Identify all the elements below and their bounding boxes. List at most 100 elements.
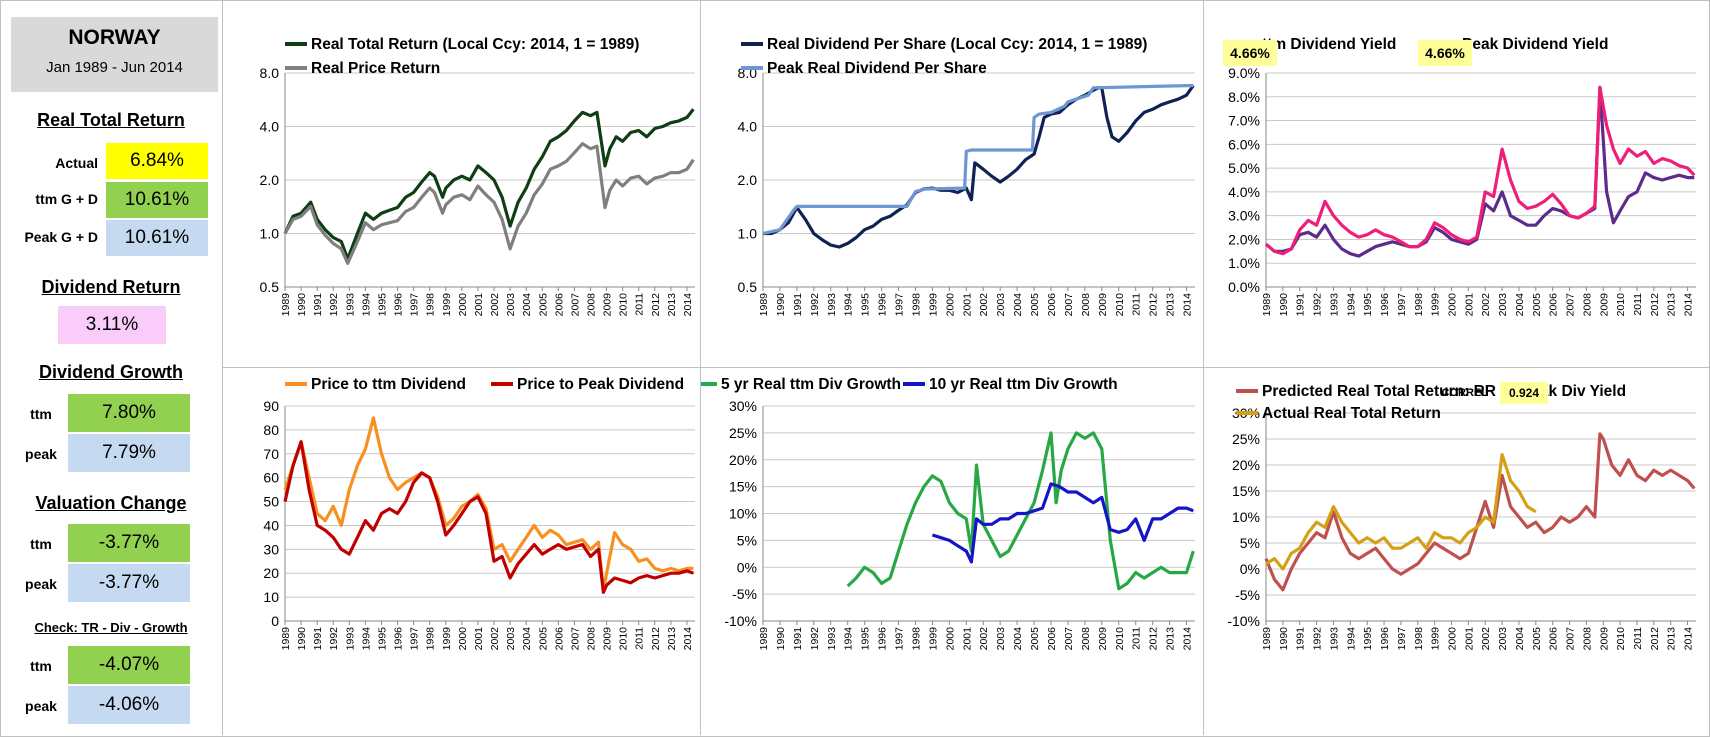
x-tick-label: 2001: [961, 627, 973, 651]
x-tick-label: 2008: [585, 627, 597, 651]
x-tick-label: 1990: [296, 293, 308, 317]
y-tick-label: 4.0%: [1228, 184, 1260, 200]
x-tick-label: 2003: [995, 293, 1007, 317]
x-tick-label: 1995: [1362, 627, 1374, 651]
x-tick-label: 1992: [809, 627, 821, 651]
x-tick-label: 2014: [1683, 293, 1695, 317]
y-tick-label: 2.0: [260, 172, 280, 188]
x-tick-label: 2004: [1012, 627, 1024, 651]
x-tick-label: 2008: [1581, 293, 1593, 317]
x-tick-label: 2013: [1666, 293, 1678, 317]
x-tick-label: 2007: [569, 627, 581, 651]
x-tick-label: 1998: [425, 627, 437, 651]
y-tick-label: 5%: [737, 532, 757, 548]
x-tick-label: 2012: [1148, 627, 1160, 651]
y-tick-label: 4.0: [738, 119, 758, 135]
panel-divider: [222, 367, 1709, 368]
x-tick-label: 2002: [489, 293, 501, 317]
x-tick-label: 1995: [860, 293, 872, 317]
chart-dividend-growth: -10% -5% 0% 5% 10% 15% 20% 25% 30% 1989 1990 1991 19…: [701, 376, 1195, 651]
x-tick-label: 2000: [1446, 293, 1458, 317]
x-tick-label: 2002: [978, 627, 990, 651]
ttm-gd-value: 10.61%: [106, 182, 208, 218]
legend-label: 10 yr Real ttm Div Growth: [929, 376, 1118, 393]
x-tick-label: 2005: [1531, 293, 1543, 317]
legend-item: Real Dividend Per Share (Local Ccy: 2014…: [741, 36, 1147, 53]
y-tick-label: 2.0%: [1228, 231, 1260, 247]
x-tick-label: 2014: [1683, 627, 1695, 651]
dividend-return-value: 3.11%: [58, 306, 166, 344]
x-tick-label: 1994: [360, 293, 372, 317]
x-tick-label: 2011: [1131, 293, 1143, 316]
x-tick-label: 1991: [1295, 293, 1307, 317]
real-total-return-header: Real Total Return: [37, 110, 185, 130]
x-tick-label: 2008: [1581, 627, 1593, 651]
summary-sidebar: NORWAY Jan 1989 - Jun 2014 Real Total Re…: [0, 0, 223, 735]
x-tick-label: 1998: [910, 293, 922, 317]
legend-item: Price to Peak Dividend: [491, 376, 684, 393]
x-tick-label: 1999: [927, 293, 939, 317]
x-tick-label: 2001: [473, 293, 485, 317]
y-tick-label: 7.0%: [1228, 113, 1260, 129]
valuation-ttm-label: ttm: [30, 536, 52, 552]
x-tick-label: 1991: [312, 293, 324, 317]
x-tick-label: 1998: [910, 627, 922, 651]
x-tick-label: 1991: [312, 627, 324, 651]
x-tick-label: 2013: [1165, 627, 1177, 651]
y-tick-label: 0.5: [738, 279, 758, 295]
y-tick-label: -10%: [724, 613, 757, 629]
x-tick-label: 2008: [1080, 627, 1092, 651]
x-tick-label: 2007: [1063, 627, 1075, 651]
y-tick-label: 1.0: [260, 226, 280, 242]
y-tick-label: 0%: [1240, 561, 1260, 577]
legend-item: Price to ttm Dividend: [285, 376, 466, 393]
x-tick-label: 2003: [1497, 627, 1509, 651]
x-tick-label: 2003: [505, 293, 517, 317]
x-tick-label: 2004: [521, 293, 533, 317]
y-tick-label: -5%: [732, 586, 757, 602]
actual-label: Actual: [55, 155, 98, 171]
x-tick-label: 1999: [1430, 293, 1442, 317]
x-tick-label: 1989: [280, 627, 292, 651]
x-tick-label: 2012: [1148, 293, 1160, 317]
growth-ttm-value: 7.80%: [68, 394, 190, 432]
check-peak-label: peak: [25, 698, 57, 714]
x-tick-label: 1992: [809, 293, 821, 317]
series-line: [283, 108, 695, 261]
y-tick-label: 1.0%: [1228, 255, 1260, 271]
y-tick-label: 20%: [729, 452, 757, 468]
legend-item: Predicted Real Total Return: RR w/ Peak …: [1236, 383, 1626, 400]
x-tick-label: 1997: [894, 293, 906, 317]
series-line: [1264, 85, 1695, 258]
x-tick-label: 2000: [457, 627, 469, 651]
x-tick-label: 2007: [1565, 293, 1577, 317]
value-label-box: [1418, 40, 1472, 66]
chart-predicted-return: -10%-5%0%5%10%15%20%25%30%19891990199119…: [1227, 382, 1696, 651]
x-tick-label: 1990: [1278, 627, 1290, 651]
y-tick-label: 0%: [737, 559, 757, 575]
x-tick-label: 2011: [1131, 627, 1143, 650]
x-tick-label: 1994: [360, 627, 372, 651]
x-tick-label: 1996: [393, 627, 405, 651]
dividend-return-header: Dividend Return: [41, 277, 181, 297]
x-tick-label: 1993: [826, 293, 838, 317]
x-tick-label: 1989: [280, 293, 292, 317]
x-tick-label: 2010: [1114, 293, 1126, 317]
x-tick-label: 1990: [775, 627, 787, 651]
x-tick-label: 1999: [927, 627, 939, 651]
period-label: Jan 1989 - Jun 2014: [46, 59, 183, 76]
x-tick-label: 2005: [537, 293, 549, 317]
chart-real-total-return: 0.5 1.0 2.0 4.0 8.0 1989 1990 1991 1992 1993 1994 1…: [260, 36, 695, 317]
y-tick-label: 0.5: [260, 279, 280, 295]
legend-item: 5 yr Real ttm Div Growth: [701, 376, 901, 393]
x-tick-label: 2002: [978, 293, 990, 317]
y-tick-label: 10: [263, 589, 279, 605]
x-tick-label: 1995: [1362, 293, 1374, 317]
y-tick-label: 80: [263, 422, 279, 438]
x-tick-label: 2014: [1182, 293, 1194, 317]
legend-label: Real Dividend Per Share (Local Ccy: 2014…: [767, 36, 1147, 53]
x-tick-label: 2010: [618, 293, 630, 317]
x-tick-label: 2004: [1012, 293, 1024, 317]
x-tick-label: 2002: [1480, 627, 1492, 651]
